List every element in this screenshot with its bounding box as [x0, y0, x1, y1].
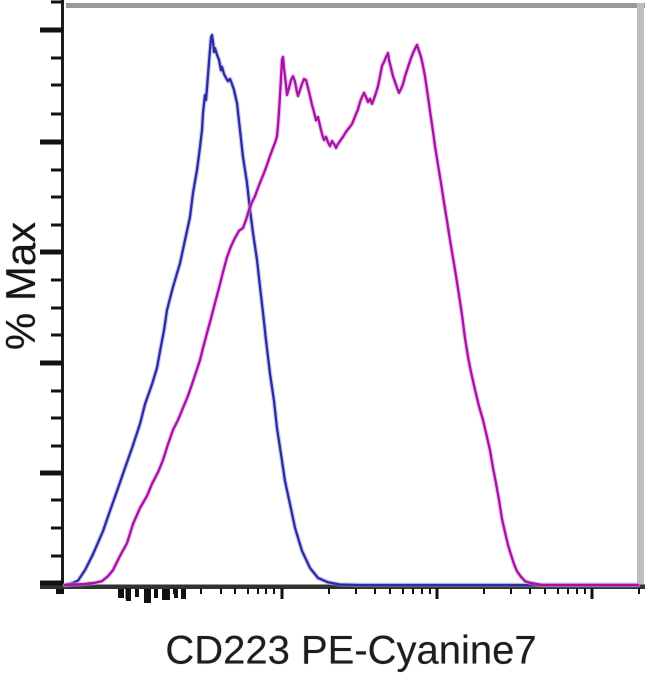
x-minor-tick: [421, 588, 423, 594]
x-minor-tick: [220, 588, 222, 594]
y-minor-tick: [51, 195, 63, 199]
y-minor-tick: [51, 554, 63, 558]
x-minor-tick: [389, 588, 391, 594]
x-minor-tick: [234, 588, 236, 594]
x-minor-tick: [529, 588, 531, 594]
x-minor-tick: [374, 588, 376, 594]
y-minor-tick: [51, 223, 63, 227]
x-axis-label-smudge: [144, 589, 151, 603]
x-minor-tick: [429, 588, 431, 594]
y-minor-tick: [51, 444, 63, 448]
y-minor-tick: [51, 0, 63, 4]
x-axis-label-smudge: [181, 589, 186, 599]
x-major-tick: [280, 588, 284, 599]
y-axis-label: % Max: [0, 221, 44, 351]
y-minor-tick: [51, 112, 63, 116]
x-minor-tick: [247, 588, 249, 594]
magenta-curve: [63, 43, 640, 587]
y-major-tick: [40, 27, 63, 33]
x-minor-tick: [567, 588, 569, 594]
x-minor-tick: [355, 588, 357, 594]
plot-top-border: [66, 3, 645, 8]
x-minor-tick: [328, 588, 330, 594]
x-minor-tick: [576, 588, 578, 594]
blue-curve: [63, 33, 640, 587]
x-major-tick: [590, 588, 594, 599]
y-minor-tick: [51, 306, 63, 310]
y-major-tick: [40, 470, 63, 476]
y-major-tick: [40, 580, 63, 586]
x-minor-tick: [544, 588, 546, 594]
y-minor-tick: [51, 333, 63, 337]
y-minor-tick: [51, 389, 63, 393]
x-axis-label-smudge: [135, 589, 139, 597]
x-minor-tick: [265, 588, 267, 594]
x-minor-tick: [557, 588, 559, 594]
plot-right-border: [637, 3, 644, 589]
y-minor-tick: [51, 83, 63, 87]
x-axis-label-smudge: [162, 589, 170, 600]
x-minor-tick: [483, 588, 485, 594]
y-axis-line: [61, 0, 64, 589]
y-minor-tick: [51, 278, 63, 282]
x-major-tick: [435, 588, 439, 599]
x-minor-tick: [510, 588, 512, 594]
x-axis-label-smudge: [154, 589, 158, 598]
x-minor-tick: [638, 588, 640, 594]
y-minor-tick: [51, 498, 63, 502]
x-minor-tick: [257, 588, 259, 594]
y-major-tick: [40, 249, 63, 255]
x-minor-tick: [200, 588, 202, 594]
x-axis-label-smudge: [118, 589, 124, 598]
y-minor-tick: [51, 526, 63, 530]
x-axis-label-smudge: [174, 589, 178, 598]
x-axis-label-smudge: [56, 589, 64, 594]
y-minor-tick: [51, 416, 63, 420]
x-axis-label: CD223 PE-Cyanine7: [165, 628, 537, 673]
y-major-tick: [40, 139, 63, 145]
y-major-tick: [40, 360, 63, 366]
x-minor-tick: [402, 588, 404, 594]
y-minor-tick: [51, 56, 63, 60]
y-minor-tick: [51, 168, 63, 172]
x-axis-label-smudge: [126, 589, 131, 601]
blue-curve-halo: [62, 32, 641, 588]
x-minor-tick: [412, 588, 414, 594]
x-minor-tick: [584, 588, 586, 594]
x-minor-tick: [273, 588, 275, 594]
